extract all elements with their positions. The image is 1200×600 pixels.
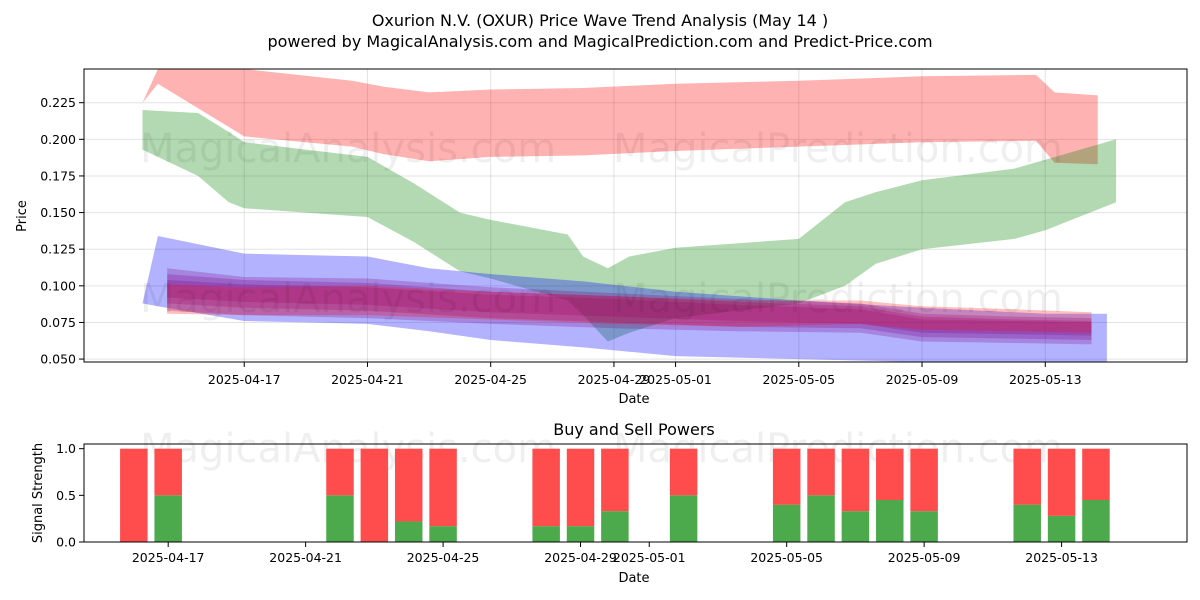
- signal-chart: Buy and Sell Powers MagicalAnalysis.com …: [31, 420, 1188, 586]
- signal-x-axis-label: Date: [618, 571, 649, 586]
- buy-bar: [841, 511, 870, 542]
- buy-bar: [532, 526, 560, 542]
- band-blue-outer-band: [142, 236, 1107, 362]
- buy-bar: [601, 511, 629, 542]
- price-x-tick-label: 2025-05-05: [762, 372, 835, 387]
- sell-bar: [1082, 448, 1110, 500]
- price-y-tick-label: 0.125: [40, 242, 76, 257]
- buy-bar: [772, 504, 801, 542]
- price-x-tick-label: 2025-04-17: [208, 372, 281, 387]
- buy-bar: [910, 511, 938, 542]
- price-x-tick-label: 2025-05-13: [1009, 372, 1082, 387]
- sell-bar: [120, 448, 148, 542]
- sell-bar: [360, 448, 389, 542]
- signal-y-tick-label: 0.0: [56, 535, 76, 550]
- price-grid: [84, 69, 1187, 362]
- signal-y-axis-label: Signal Strength: [31, 443, 46, 543]
- buy-bar: [807, 495, 835, 542]
- sell-bar: [326, 448, 354, 496]
- price-y-axis-label: Price: [15, 200, 30, 232]
- price-y-tick-label: 0.050: [40, 352, 76, 367]
- signal-y-tick-label: 0.5: [56, 488, 76, 503]
- buy-bar: [1047, 515, 1076, 542]
- buy-bar: [669, 495, 698, 542]
- sell-bar: [154, 448, 182, 496]
- signal-x-tick-label: 2025-05-13: [1025, 550, 1098, 565]
- signal-x-tick-label: 2025-05-01: [613, 550, 686, 565]
- price-x-axis-label: Date: [618, 392, 649, 407]
- band-red-lower-band: [167, 284, 1092, 333]
- sell-bar: [1013, 448, 1041, 505]
- watermark-prediction-mid: MagicalPrediction.com: [613, 276, 1063, 322]
- buy-bar: [154, 495, 182, 542]
- watermark-analysis-top: MagicalAnalysis.com: [140, 126, 556, 172]
- price-y-tick-label: 0.100: [40, 278, 76, 293]
- band-purple-band-1: [167, 268, 1092, 345]
- buy-bar: [566, 526, 595, 542]
- signal-bars: [120, 448, 1110, 542]
- band-green-band: [142, 110, 1117, 342]
- price-x-tick-label: 2025-05-01: [639, 372, 712, 387]
- signal-y-axis: 0.0 0.5 1.0: [56, 441, 84, 550]
- buy-bar: [876, 500, 904, 542]
- sell-bar: [876, 448, 904, 500]
- sell-bar: [394, 448, 423, 522]
- chart-title: Oxurion N.V. (OXUR) Price Wave Trend Ana…: [372, 11, 828, 30]
- price-y-tick-label: 0.200: [40, 132, 76, 147]
- signal-x-tick-label: 2025-04-25: [407, 550, 480, 565]
- sell-bar: [566, 448, 595, 527]
- price-y-tick-label: 0.225: [40, 95, 76, 110]
- signal-y-tick-label: 1.0: [56, 441, 76, 456]
- price-x-tick-label: 2025-04-29: [578, 372, 651, 387]
- sell-bar: [429, 448, 457, 527]
- sell-bar: [532, 448, 560, 527]
- signal-x-tick-label: 2025-05-09: [888, 550, 961, 565]
- sell-bar: [807, 448, 835, 496]
- price-y-tick-label: 0.150: [40, 205, 76, 220]
- buy-bar: [1013, 504, 1041, 542]
- watermark-prediction-top: MagicalPrediction.com: [613, 126, 1063, 172]
- sell-bar: [601, 448, 629, 512]
- buy-bar: [326, 495, 354, 542]
- price-y-tick-label: 0.175: [40, 168, 76, 183]
- sell-bar: [772, 448, 801, 505]
- buy-bar: [394, 521, 423, 542]
- price-x-axis: 2025-04-17 2025-04-21 2025-04-25 2025-04-29…: [208, 362, 1082, 387]
- signal-x-tick-label: 2025-05-05: [750, 550, 823, 565]
- price-y-tick-label: 0.075: [40, 315, 76, 330]
- signal-x-tick-label: 2025-04-29: [544, 550, 617, 565]
- signal-x-tick-label: 2025-04-21: [269, 550, 342, 565]
- price-x-tick-label: 2025-04-25: [454, 372, 527, 387]
- price-x-tick-label: 2025-05-09: [886, 372, 959, 387]
- signal-x-axis: 2025-04-17 2025-04-21 2025-04-25 2025-04-29…: [132, 542, 1098, 565]
- price-x-tick-label: 2025-04-21: [331, 372, 404, 387]
- price-plot-frame: [83, 68, 1188, 363]
- sell-bar: [1047, 448, 1076, 516]
- price-chart: MagicalAnalysis.com MagicalPrediction.co…: [15, 68, 1188, 407]
- signal-plot-frame: [83, 443, 1188, 543]
- price-bands: [142, 69, 1117, 362]
- band-purple-band-3: [167, 280, 1092, 336]
- chart-subtitle: powered by MagicalAnalysis.com and Magic…: [267, 32, 932, 51]
- buy-bar: [429, 526, 457, 542]
- sell-bar: [841, 448, 870, 512]
- sell-bar: [910, 448, 938, 512]
- signal-x-tick-label: 2025-04-17: [132, 550, 205, 565]
- watermark-analysis-mid: MagicalAnalysis.com: [140, 276, 556, 322]
- price-y-axis: 0.050 0.075 0.100 0.125 0.150 0.175 0.200 0.225: [40, 95, 84, 367]
- band-red-upper-band: [142, 69, 1098, 165]
- buy-bar: [1082, 500, 1110, 542]
- sell-bar: [669, 448, 698, 496]
- band-purple-band-2: [167, 274, 1092, 340]
- signal-chart-title: Buy and Sell Powers: [553, 420, 715, 439]
